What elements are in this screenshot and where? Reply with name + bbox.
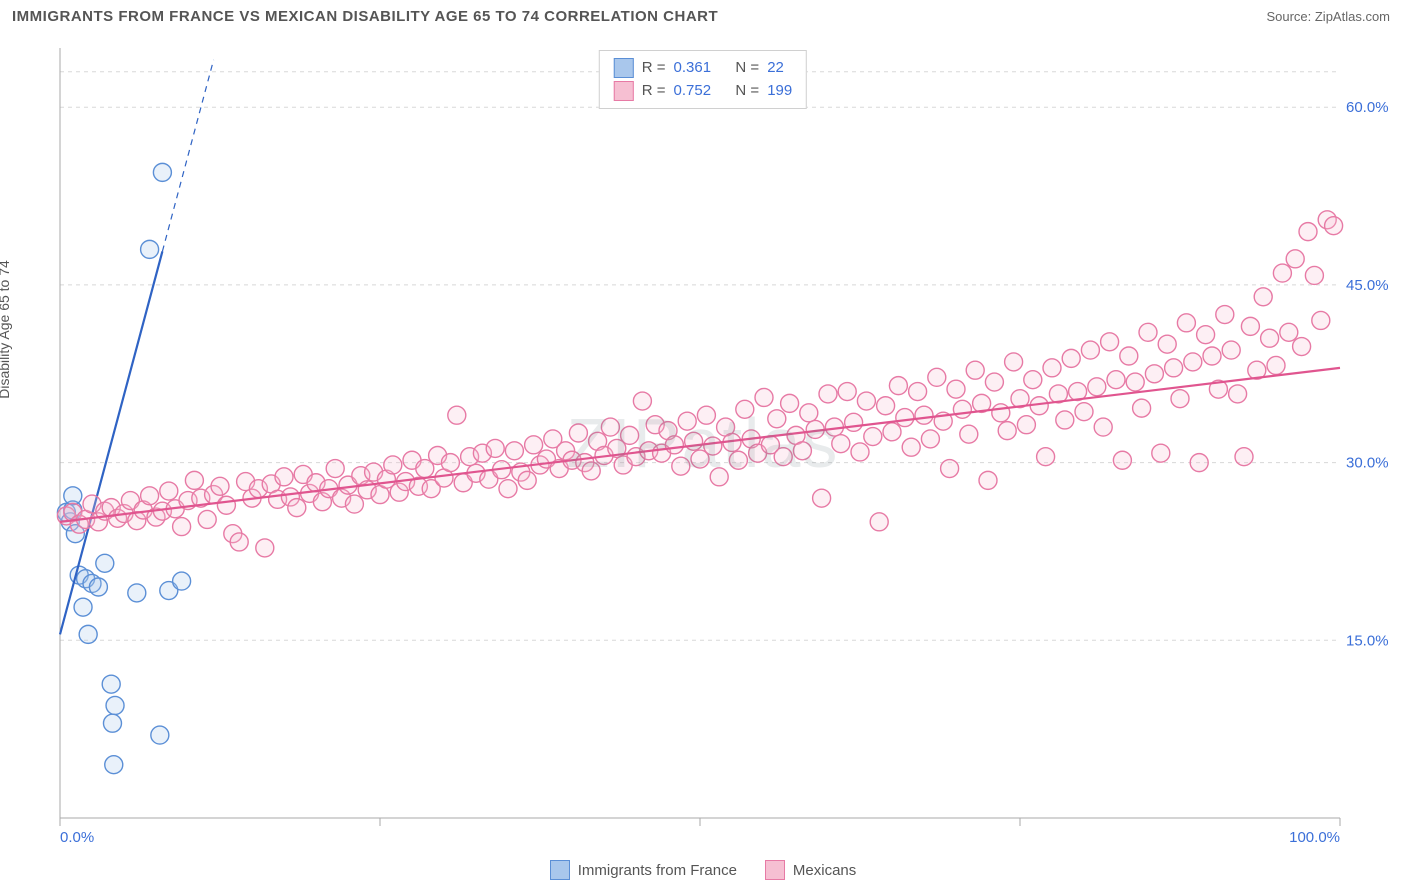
svg-text:60.0%: 60.0% xyxy=(1346,99,1389,116)
svg-text:15.0%: 15.0% xyxy=(1346,632,1389,649)
y-axis-label: Disability Age 65 to 74 xyxy=(0,260,12,399)
legend-series: Immigrants from France Mexicans xyxy=(12,860,1394,880)
legend-correlation: R = 0.361 N = 22 R = 0.752 N = 199 xyxy=(599,50,807,109)
swatch-france xyxy=(614,58,634,78)
chart-container: Disability Age 65 to 74 15.0%30.0%45.0%6… xyxy=(12,40,1394,880)
n-label: N = xyxy=(735,57,759,80)
r-label: R = xyxy=(642,80,666,103)
swatch-france xyxy=(550,860,570,880)
n-value-mexicans: 199 xyxy=(767,80,792,103)
n-value-france: 22 xyxy=(767,57,784,80)
legend-row-france: R = 0.361 N = 22 xyxy=(614,57,792,80)
svg-text:0.0%: 0.0% xyxy=(60,829,94,846)
svg-text:45.0%: 45.0% xyxy=(1346,277,1389,294)
source-label: Source: ZipAtlas.com xyxy=(1266,9,1390,24)
svg-text:100.0%: 100.0% xyxy=(1289,829,1340,846)
swatch-mexicans xyxy=(765,860,785,880)
r-value-france: 0.361 xyxy=(674,57,712,80)
svg-text:30.0%: 30.0% xyxy=(1346,455,1389,472)
series-label-france: Immigrants from France xyxy=(578,862,737,879)
chart-title: IMMIGRANTS FROM FRANCE VS MEXICAN DISABI… xyxy=(12,8,718,25)
n-label: N = xyxy=(735,80,759,103)
swatch-mexicans xyxy=(614,81,634,101)
series-label-mexicans: Mexicans xyxy=(793,862,856,879)
legend-row-mexicans: R = 0.752 N = 199 xyxy=(614,80,792,103)
scatter-plot: 15.0% 30.0% 45.0% 60.0% 0.0% 100.0% xyxy=(12,40,1394,850)
r-label: R = xyxy=(642,57,666,80)
r-value-mexicans: 0.752 xyxy=(674,80,712,103)
legend-item-mexicans: Mexicans xyxy=(765,860,856,880)
legend-item-france: Immigrants from France xyxy=(550,860,737,880)
